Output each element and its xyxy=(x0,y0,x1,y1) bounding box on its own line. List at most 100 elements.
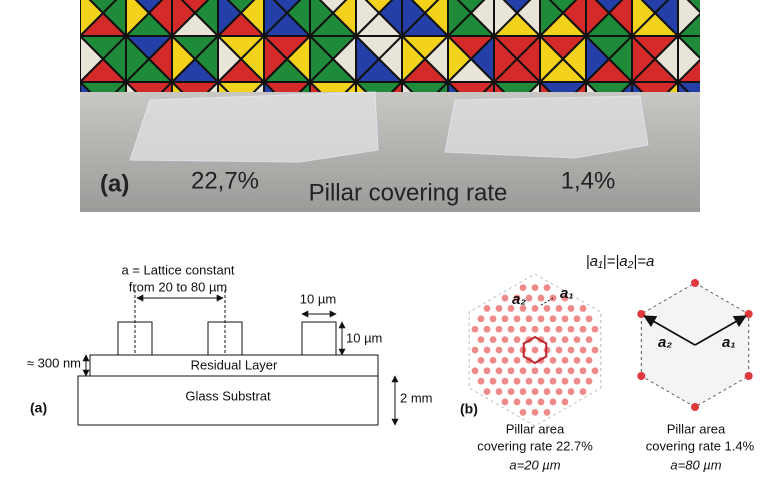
vector-arrow xyxy=(540,296,556,306)
pillar-dot xyxy=(477,315,485,323)
pillar-dot xyxy=(537,398,545,406)
pillar-dot xyxy=(555,325,563,333)
pillar-dot xyxy=(489,336,497,344)
pillar-dot xyxy=(507,325,515,333)
mosaic-tile xyxy=(677,33,700,85)
pillar-dot xyxy=(501,398,509,406)
mosaic-tile xyxy=(585,0,611,39)
mosaic-tile xyxy=(447,33,473,85)
pillar-dot xyxy=(573,336,581,344)
pillar-dot xyxy=(573,356,581,364)
pillar-dot xyxy=(637,372,646,380)
pillar-dot xyxy=(525,315,533,323)
pillar-dot xyxy=(573,315,581,323)
pillar-dot xyxy=(579,346,587,354)
pillar-dot xyxy=(513,398,521,406)
mosaic-tile xyxy=(493,0,519,39)
pillar-dot xyxy=(477,377,485,385)
pillar-dot xyxy=(513,294,521,302)
vector-label: a₂ xyxy=(512,291,526,308)
pillar-dot xyxy=(561,294,569,302)
pillar-dot xyxy=(519,367,527,375)
pillar-dot xyxy=(531,305,539,312)
mosaic-tile xyxy=(217,0,243,39)
pillar-dot xyxy=(579,325,587,333)
caption: Pillar covering rate xyxy=(309,179,508,206)
photo: (a) 22,7% Pillar covering rate 1,4% xyxy=(80,0,700,212)
pillar-dot xyxy=(561,356,569,364)
pillar-dot xyxy=(495,367,503,375)
sparse-lattice xyxy=(637,279,753,411)
mosaic-tile xyxy=(125,0,151,39)
vector-label: a₁ xyxy=(722,334,736,351)
layer-label: Glass Substrat xyxy=(185,388,271,403)
annotation: 2 mm xyxy=(400,390,433,405)
pillar-dot xyxy=(519,325,527,333)
annotation: a = Lattice constant xyxy=(121,262,234,277)
pillar-dot xyxy=(531,325,539,333)
pillar-dot xyxy=(531,367,539,375)
pillar-dot xyxy=(471,367,479,375)
vector-label: a₁ xyxy=(560,285,574,302)
pillar-dot xyxy=(531,388,539,395)
panel-label: (b) xyxy=(460,401,478,417)
pillar-dot xyxy=(549,356,557,364)
caption: Pillar area xyxy=(506,421,565,436)
pillar-dot xyxy=(501,294,509,302)
caption: covering rate 1.4% xyxy=(646,438,755,453)
mosaic-tile xyxy=(585,33,611,85)
pillar-dot xyxy=(489,356,497,364)
mosaic-tile xyxy=(217,33,243,85)
caption: a=20 µm xyxy=(509,457,560,472)
mosaic-tile xyxy=(699,58,700,60)
pillar-dot xyxy=(489,315,497,323)
pillar-dot xyxy=(507,346,515,354)
pillar-dot xyxy=(691,403,699,411)
pillar-dot xyxy=(513,315,521,323)
mosaic-tile xyxy=(493,33,519,85)
rate-label: 22,7% xyxy=(191,167,259,194)
pillar-dot xyxy=(537,377,545,385)
pillar-dot xyxy=(744,372,753,380)
layer-label: Residual Layer xyxy=(191,357,278,372)
pillar-dot xyxy=(471,346,479,354)
caption: Pillar area xyxy=(667,421,726,436)
pillar-dot xyxy=(549,398,557,406)
mosaic-tile xyxy=(263,33,289,85)
pillar-dot xyxy=(691,279,699,287)
mosaic-tile xyxy=(355,33,381,85)
pillar-dot xyxy=(483,325,491,333)
pillar-dot xyxy=(519,388,527,395)
rate-label: 1,4% xyxy=(561,167,616,194)
pillar-dot xyxy=(555,367,563,375)
pillar-dot xyxy=(543,325,551,333)
pillar-dot xyxy=(537,294,545,302)
pillar-dot xyxy=(525,398,533,406)
caption: covering rate 22.7% xyxy=(477,438,593,453)
pillar-dot xyxy=(585,315,593,323)
pillar-dot xyxy=(561,377,569,385)
mosaic-tile xyxy=(309,33,335,85)
pillar-dot xyxy=(519,408,527,416)
annotation: ≈ 300 nm xyxy=(27,355,81,370)
mosaic-tile xyxy=(309,0,335,39)
mosaic-tile xyxy=(80,34,105,84)
pillar-dot xyxy=(501,315,509,323)
pillar-dot xyxy=(591,367,599,375)
pillar-dot xyxy=(567,325,575,333)
lattice-diagrams: |a₁|=|a₂|=a a₂ a₁ a₂ a₁ (b) Pillar area … xyxy=(460,253,755,472)
pillar-dot xyxy=(561,398,569,406)
mosaic-tile xyxy=(539,33,565,85)
pillar-dot xyxy=(507,367,515,375)
mosaic-tile xyxy=(355,0,381,39)
pillar-dot xyxy=(525,377,533,385)
pillar-dot xyxy=(483,346,491,354)
mosaic-tile xyxy=(125,33,151,85)
pillar-dot xyxy=(513,356,521,364)
annotation: 10 µm xyxy=(346,330,382,345)
pillar-dot xyxy=(543,388,551,395)
mosaic-tile xyxy=(401,0,427,39)
pillar-dot xyxy=(531,284,539,292)
mosaic-tile xyxy=(699,104,700,106)
